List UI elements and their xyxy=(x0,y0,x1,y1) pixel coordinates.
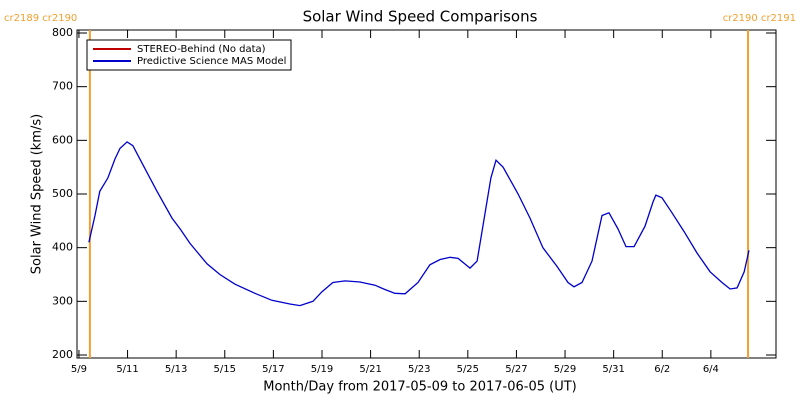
y-tick-label: 700 xyxy=(52,80,73,93)
boundary-label: cr2189 cr2190 xyxy=(4,13,77,24)
x-tick-label: 6/4 xyxy=(703,364,719,375)
y-tick-label: 500 xyxy=(52,187,73,200)
x-tick-label: 5/31 xyxy=(602,364,624,375)
x-tick-label: 5/13 xyxy=(165,364,187,375)
x-tick-label: 5/23 xyxy=(408,364,430,375)
x-tick-label: 5/29 xyxy=(554,364,576,375)
y-axis-label: Solar Wind Speed (km/s) xyxy=(30,114,45,274)
x-tick-label: 5/17 xyxy=(262,364,284,375)
legend-label: Predictive Science MAS Model xyxy=(137,56,286,67)
x-tick-label: 6/2 xyxy=(654,364,670,375)
x-tick-label: 5/19 xyxy=(311,364,333,375)
x-tick-label: 5/27 xyxy=(505,364,527,375)
legend-box xyxy=(86,39,292,71)
y-tick-label: 200 xyxy=(52,348,73,361)
y-tick-label: 800 xyxy=(52,26,73,39)
legend-label: STEREO-Behind (No data) xyxy=(137,44,266,55)
y-tick-label: 300 xyxy=(52,294,73,307)
x-tick-label: 5/15 xyxy=(214,364,236,375)
x-axis-label: Month/Day from 2017-05-09 to 2017-06-05 … xyxy=(263,380,576,395)
plot-frame xyxy=(76,29,777,359)
y-tick-label: 600 xyxy=(52,133,73,146)
x-tick-label: 5/9 xyxy=(71,364,87,375)
x-tick-label: 5/21 xyxy=(359,364,381,375)
y-tick-label: 400 xyxy=(52,241,73,254)
x-tick-label: 5/25 xyxy=(457,364,479,375)
chart-title: Solar Wind Speed Comparisons xyxy=(303,8,538,26)
boundary-label: cr2190 cr2191 xyxy=(723,13,796,24)
data-line xyxy=(88,141,750,307)
x-tick-label: 5/11 xyxy=(116,364,138,375)
